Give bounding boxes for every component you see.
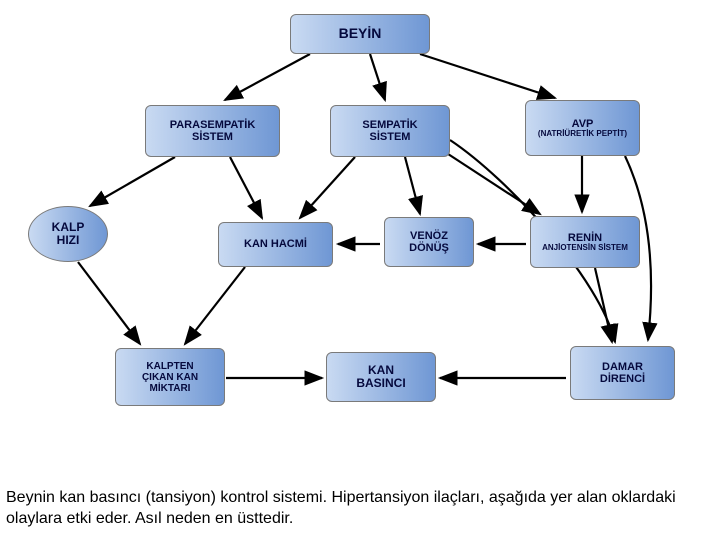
edge-beyin-avp [420, 54, 555, 98]
edge-parasemp-kalphizi [90, 157, 175, 206]
edge-renin-damar [595, 268, 612, 342]
edge-kalphizi-kalpten [78, 262, 140, 344]
node-renin: RENİNANJİOTENSİN SİSTEM [530, 216, 640, 268]
edge-sempatik-venoz [405, 157, 420, 214]
node-parasemp: PARASEMPATİK SİSTEM [145, 105, 280, 157]
node-kalpten: KALPTEN ÇIKAN KAN MİKTARI [115, 348, 225, 406]
caption-text: Beynin kan basıncı (tansiyon) kontrol si… [6, 488, 714, 530]
edge-sempatik-renin [445, 152, 540, 214]
node-avp: AVP(NATRİÜRETİK PEPTİT) [525, 100, 640, 156]
edge-beyin-sempatik [370, 54, 385, 100]
node-sempatik: SEMPATİK SİSTEM [330, 105, 450, 157]
edge-sempatik-kanhacmi [300, 157, 355, 218]
node-beyin: BEYİN [290, 14, 430, 54]
node-kanbasinci: KAN BASINCI [326, 352, 436, 402]
edge-parasemp-kanhacmi [230, 157, 262, 218]
node-venoz: VENÖZ DÖNÜŞ [384, 217, 474, 267]
node-kanhacmi: KAN HACMİ [218, 222, 333, 267]
arrows-layer [0, 0, 720, 540]
edge-kanhacmi-kalpten [185, 267, 245, 344]
edge-beyin-parasemp [225, 54, 310, 100]
node-kalphizi: KALP HIZI [28, 206, 108, 262]
node-damar: DAMAR DİRENCİ [570, 346, 675, 400]
